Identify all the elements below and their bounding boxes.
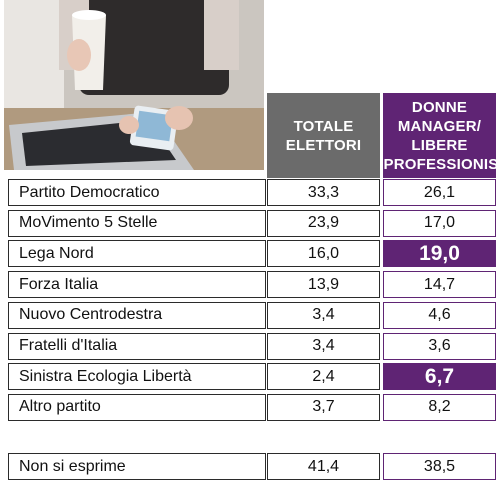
party-label: Sinistra Ecologia Libertà (8, 363, 266, 391)
totale-value: 33,3 (267, 179, 380, 206)
totale-value: 23,9 (267, 209, 380, 237)
table-row-footer: Non si esprime 41,4 38,5 (8, 453, 496, 480)
totale-value: 16,0 (267, 240, 380, 268)
totale-value: 3,7 (267, 393, 380, 421)
totale-value: 13,9 (267, 271, 380, 299)
table-row: Lega Nord 16,0 19,0 (8, 240, 496, 268)
donne-value: 3,6 (383, 332, 496, 360)
table-row: Partito Democratico 33,3 26,1 (8, 179, 496, 206)
column-header-donne-manager: DONNE MANAGER/ LIBERE PROFESSIONISTE (383, 93, 500, 178)
party-label: Lega Nord (8, 240, 266, 268)
totale-value: 3,4 (267, 301, 380, 329)
party-label: Partito Democratico (8, 179, 266, 206)
party-label: MoVimento 5 Stelle (8, 209, 266, 237)
column-header-donne-label: DONNE MANAGER/ LIBERE PROFESSIONISTE (383, 98, 500, 173)
footer-donne-value: 38,5 (383, 453, 496, 480)
photo-illustration (4, 0, 264, 170)
party-label: Forza Italia (8, 271, 266, 299)
donne-value: 14,7 (383, 271, 496, 299)
table-row: Fratelli d'Italia 3,4 3,6 (8, 332, 496, 360)
donne-value-highlighted: 6,7 (383, 363, 496, 391)
donne-value: 4,6 (383, 301, 496, 329)
party-label: Nuovo Centrodestra (8, 301, 266, 329)
donne-value: 17,0 (383, 209, 496, 237)
column-header-totale-label: TOTALE ELETTORI (285, 117, 362, 154)
totale-value: 2,4 (267, 363, 380, 391)
table-row: Altro partito 3,7 8,2 (8, 393, 496, 421)
footer-totale-value: 41,4 (267, 453, 380, 480)
table-row: Nuovo Centrodestra 3,4 4,6 (8, 301, 496, 329)
header-photo-laptop-phone (4, 0, 264, 170)
party-label: Altro partito (8, 393, 266, 421)
donne-value: 8,2 (383, 393, 496, 421)
donne-value-highlighted: 19,0 (383, 240, 496, 268)
table-row: MoVimento 5 Stelle 23,9 17,0 (8, 209, 496, 237)
totale-value: 3,4 (267, 332, 380, 360)
table-row: Sinistra Ecologia Libertà 2,4 6,7 (8, 363, 496, 391)
column-header-totale-elettori: TOTALE ELETTORI (267, 93, 380, 178)
footer-label: Non si esprime (8, 453, 266, 480)
party-label: Fratelli d'Italia (8, 332, 266, 360)
donne-value: 26,1 (383, 179, 496, 206)
table-row: Forza Italia 13,9 14,7 (8, 271, 496, 299)
